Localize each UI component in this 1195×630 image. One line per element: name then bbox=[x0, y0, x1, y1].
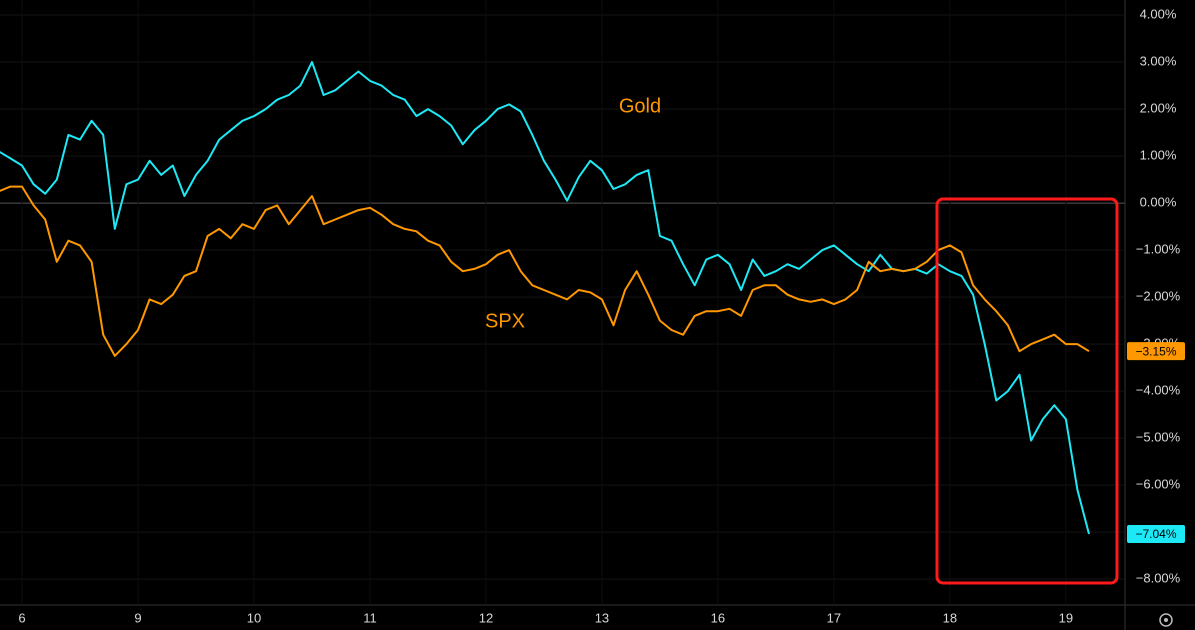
x-tick-label: 19 bbox=[1059, 610, 1073, 625]
annotation: SPX bbox=[485, 310, 525, 332]
y-tick-label: −2.00% bbox=[1136, 289, 1181, 304]
y-tick-label: 4.00% bbox=[1140, 6, 1177, 21]
value-badge-label: −3.15% bbox=[1135, 344, 1176, 358]
y-tick-label: 2.00% bbox=[1140, 100, 1177, 115]
settings-icon[interactable] bbox=[1159, 613, 1173, 627]
plot-area bbox=[0, 0, 1125, 605]
settings-dot[interactable] bbox=[1164, 618, 1168, 622]
value-badge bbox=[1127, 525, 1185, 544]
x-tick-label: 12 bbox=[479, 610, 493, 625]
series-line bbox=[0, 61, 1090, 535]
annotation: Gold bbox=[619, 95, 661, 117]
y-tick-label: 1.00% bbox=[1140, 148, 1177, 163]
x-tick-label: 18 bbox=[943, 610, 957, 625]
series-line bbox=[0, 185, 1090, 357]
x-tick-label: 11 bbox=[363, 610, 377, 625]
x-tick-label: 10 bbox=[247, 610, 261, 625]
y-tick-label: 0.00% bbox=[1140, 195, 1177, 210]
y-tick-label: 3.00% bbox=[1140, 53, 1177, 68]
value-badge bbox=[1127, 342, 1185, 361]
x-tick-label: 13 bbox=[595, 610, 609, 625]
y-tick-label: −4.00% bbox=[1136, 383, 1181, 398]
y-tick-label: −1.00% bbox=[1136, 242, 1181, 257]
y-tick-label: −5.00% bbox=[1136, 430, 1181, 445]
x-tick-label: 9 bbox=[134, 610, 141, 625]
highlight-box bbox=[935, 197, 1119, 585]
x-tick-label: 6 bbox=[18, 610, 25, 625]
value-badge-label: −7.04% bbox=[1135, 527, 1176, 541]
y-tick-label: −6.00% bbox=[1136, 477, 1181, 492]
x-tick-label: 16 bbox=[711, 610, 725, 625]
x-tick-label: 17 bbox=[827, 610, 841, 625]
y-tick-label: −8.00% bbox=[1136, 571, 1181, 586]
settings-ring[interactable] bbox=[1159, 613, 1173, 627]
